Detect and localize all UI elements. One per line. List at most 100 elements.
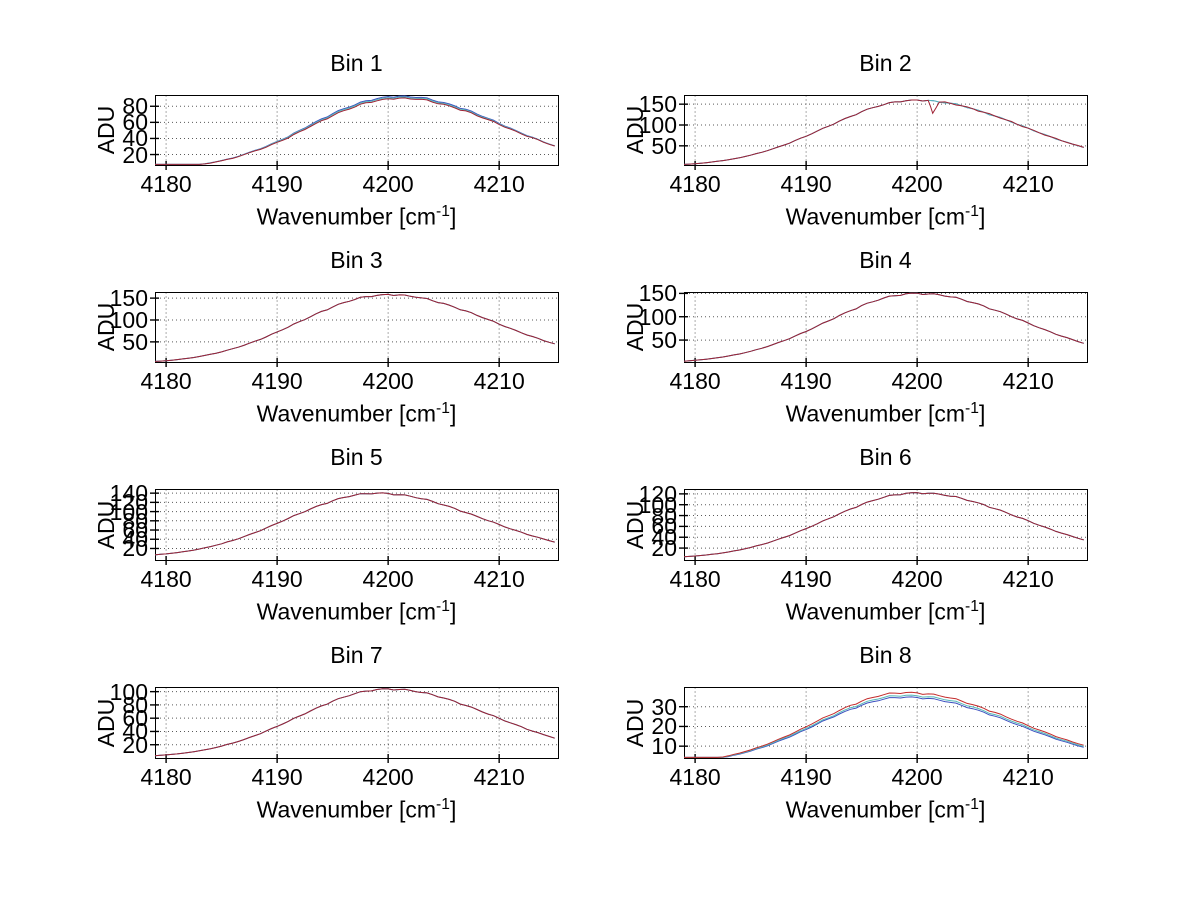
- scan-blue-trace: [684, 696, 1084, 758]
- x-axis-label: Wavenumber [cm-1]: [256, 203, 457, 230]
- plot-area: [679, 687, 1088, 763]
- y-tick-label: 50: [651, 132, 677, 159]
- y-tick-label: 80: [122, 691, 148, 718]
- x-axis-label: Wavenumber [cm-1]: [785, 400, 986, 427]
- plot-area: [150, 489, 559, 565]
- plot-area: [150, 95, 559, 170]
- subplot-title: Bin 5: [330, 444, 383, 470]
- scan-blue-trace: [683, 99, 1084, 165]
- y-tick-label: 60: [122, 109, 148, 136]
- x-tick-label: 4200: [891, 566, 943, 592]
- y-tick-label: 60: [122, 705, 148, 732]
- y-tick-label: 100: [638, 112, 677, 138]
- x-tick-label: 4190: [251, 368, 303, 394]
- scan-teal-trace: [154, 688, 555, 757]
- y-tick-label: 140: [109, 480, 148, 507]
- y-tick-label: 20: [122, 731, 148, 758]
- y-tick-label: 60: [122, 517, 148, 544]
- subplot-title: Bin 4: [859, 247, 912, 273]
- x-tick-label: 4210: [1002, 368, 1054, 394]
- x-tick-label: 4180: [669, 566, 721, 592]
- y-tick-label: 20: [122, 141, 148, 168]
- scan-red-trace: [684, 691, 1084, 758]
- x-tick-label: 4210: [473, 368, 525, 394]
- x-tick-label: 4200: [891, 171, 943, 197]
- x-tick-label: 4200: [362, 368, 414, 394]
- x-tick-label: 4210: [473, 764, 525, 790]
- x-tick-label: 4190: [251, 566, 303, 592]
- scan-teal-trace: [154, 293, 555, 362]
- x-tick-label: 4180: [140, 368, 192, 394]
- x-tick-label: 4210: [1002, 566, 1054, 592]
- y-tick-label: 120: [638, 480, 677, 507]
- x-tick-label: 4200: [891, 368, 943, 394]
- y-tick-label: 100: [109, 498, 148, 525]
- y-tick-label: 30: [651, 693, 677, 720]
- x-tick-label: 4180: [669, 368, 721, 394]
- scan-red-trace: [154, 293, 555, 362]
- scan-red-trace: [683, 292, 1084, 362]
- x-tick-label: 4190: [251, 764, 303, 790]
- x-tick-label: 4180: [140, 171, 192, 197]
- scan-blue-trace: [154, 293, 555, 362]
- scan-red-trace: [155, 97, 555, 165]
- x-axis-label: Wavenumber [cm-1]: [256, 796, 457, 823]
- x-tick-label: 4200: [362, 171, 414, 197]
- x-tick-label: 4200: [891, 764, 943, 790]
- subplot-title: Bin 8: [859, 642, 912, 668]
- x-tick-label: 4200: [362, 566, 414, 592]
- plot-area: [679, 489, 1088, 565]
- y-tick-label: 150: [638, 280, 677, 307]
- x-tick-label: 4180: [140, 764, 192, 790]
- scan-teal-trace: [684, 694, 1084, 758]
- x-tick-label: 4210: [473, 171, 525, 197]
- plot-area: [150, 292, 559, 367]
- x-axis-label: Wavenumber [cm-1]: [785, 203, 986, 230]
- y-tick-label: 50: [122, 328, 148, 355]
- y-tick-label: 20: [122, 535, 148, 562]
- y-tick-label: 60: [651, 513, 677, 540]
- y-tick-label: 40: [651, 524, 677, 551]
- plot-area: [679, 95, 1088, 170]
- subplot-title: Bin 6: [859, 444, 912, 470]
- y-tick-label: 100: [638, 303, 677, 330]
- x-axis-label: Wavenumber [cm-1]: [256, 400, 457, 427]
- y-tick-label: 150: [638, 91, 677, 118]
- x-tick-label: 4180: [669, 171, 721, 197]
- y-tick-label: 100: [638, 491, 677, 518]
- y-tick-label: 10: [651, 733, 677, 760]
- subplot-title: Bin 2: [859, 50, 912, 76]
- scan-red-trace: [154, 492, 555, 556]
- x-tick-label: 4190: [780, 368, 832, 394]
- subplot-title: Bin 1: [330, 50, 383, 76]
- y-tick-label: 40: [122, 718, 148, 745]
- y-tick-label: 80: [122, 93, 148, 120]
- x-tick-label: 4210: [1002, 764, 1054, 790]
- x-tick-label: 4200: [362, 764, 414, 790]
- plot-area: [150, 687, 559, 763]
- scan-red-trace: [154, 688, 555, 757]
- subplot-title: Bin 7: [330, 642, 383, 668]
- y-tick-label: 80: [651, 502, 677, 529]
- x-tick-label: 4190: [780, 764, 832, 790]
- scan-blue-trace: [683, 492, 1084, 558]
- scan-blue-trace: [154, 688, 555, 757]
- scan-red-trace: [683, 99, 1084, 165]
- x-tick-label: 4180: [669, 764, 721, 790]
- y-tick-label: 100: [109, 678, 148, 705]
- x-tick-label: 4190: [780, 566, 832, 592]
- plot-area: [679, 292, 1088, 367]
- y-tick-label: 40: [122, 125, 148, 152]
- y-tick-label: 150: [109, 285, 148, 312]
- x-tick-label: 4190: [251, 171, 303, 197]
- y-tick-label: 80: [122, 507, 148, 534]
- scan-red-trace: [683, 492, 1084, 558]
- y-tick-label: 40: [122, 526, 148, 553]
- scan-blue-trace: [683, 292, 1084, 362]
- x-tick-label: 4210: [1002, 171, 1054, 197]
- x-axis-label: Wavenumber [cm-1]: [785, 796, 986, 823]
- scan-teal-trace: [683, 492, 1084, 558]
- x-tick-label: 4210: [473, 566, 525, 592]
- y-tick-label: 120: [109, 489, 148, 516]
